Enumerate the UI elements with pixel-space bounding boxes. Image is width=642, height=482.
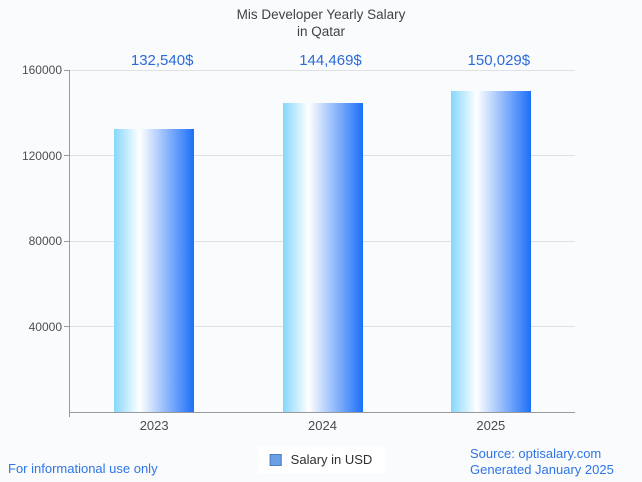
bar-value-label: 144,469$ — [299, 52, 362, 69]
x-axis-line — [69, 412, 575, 413]
y-axis-tick — [64, 155, 70, 156]
legend-marker-icon — [269, 453, 282, 466]
y-axis-tick — [64, 326, 70, 327]
legend[interactable]: Salary in USD — [257, 446, 385, 473]
source-block: Source: optisalary.com Generated January… — [470, 446, 614, 477]
x-axis-label: 2025 — [476, 418, 506, 433]
x-axis-label: 2023 — [139, 418, 169, 433]
x-axis-label: 2024 — [308, 418, 337, 433]
y-axis-label: 40000 — [28, 319, 62, 334]
source-link[interactable]: Source: optisalary.com — [470, 446, 602, 461]
chart-title: Mis Developer Yearly Salary in Qatar — [0, 6, 642, 40]
bar-value-label: 150,029$ — [467, 52, 531, 69]
y-axis-label: 120000 — [21, 148, 62, 163]
generated-date: Generated January 2025 — [470, 461, 614, 477]
y-axis-tick — [64, 240, 70, 242]
x-axis-origin-tick — [69, 412, 70, 417]
bar[interactable] — [450, 91, 531, 412]
chart-title-line1: Mis Developer Yearly Salary — [236, 7, 406, 22]
chart-title-line2: in Qatar — [296, 24, 346, 39]
bar[interactable] — [114, 128, 195, 412]
bar[interactable] — [282, 103, 363, 412]
y-axis-label: 80000 — [28, 234, 62, 248]
legend-label: Salary in USD — [290, 452, 373, 467]
gridline — [70, 69, 575, 71]
bar-value-label: 132,540$ — [130, 52, 194, 69]
y-axis-label: 160000 — [21, 63, 62, 77]
y-axis-tick — [64, 69, 70, 71]
y-axis-line — [69, 70, 70, 412]
disclaimer-text: For informational use only — [8, 461, 158, 476]
